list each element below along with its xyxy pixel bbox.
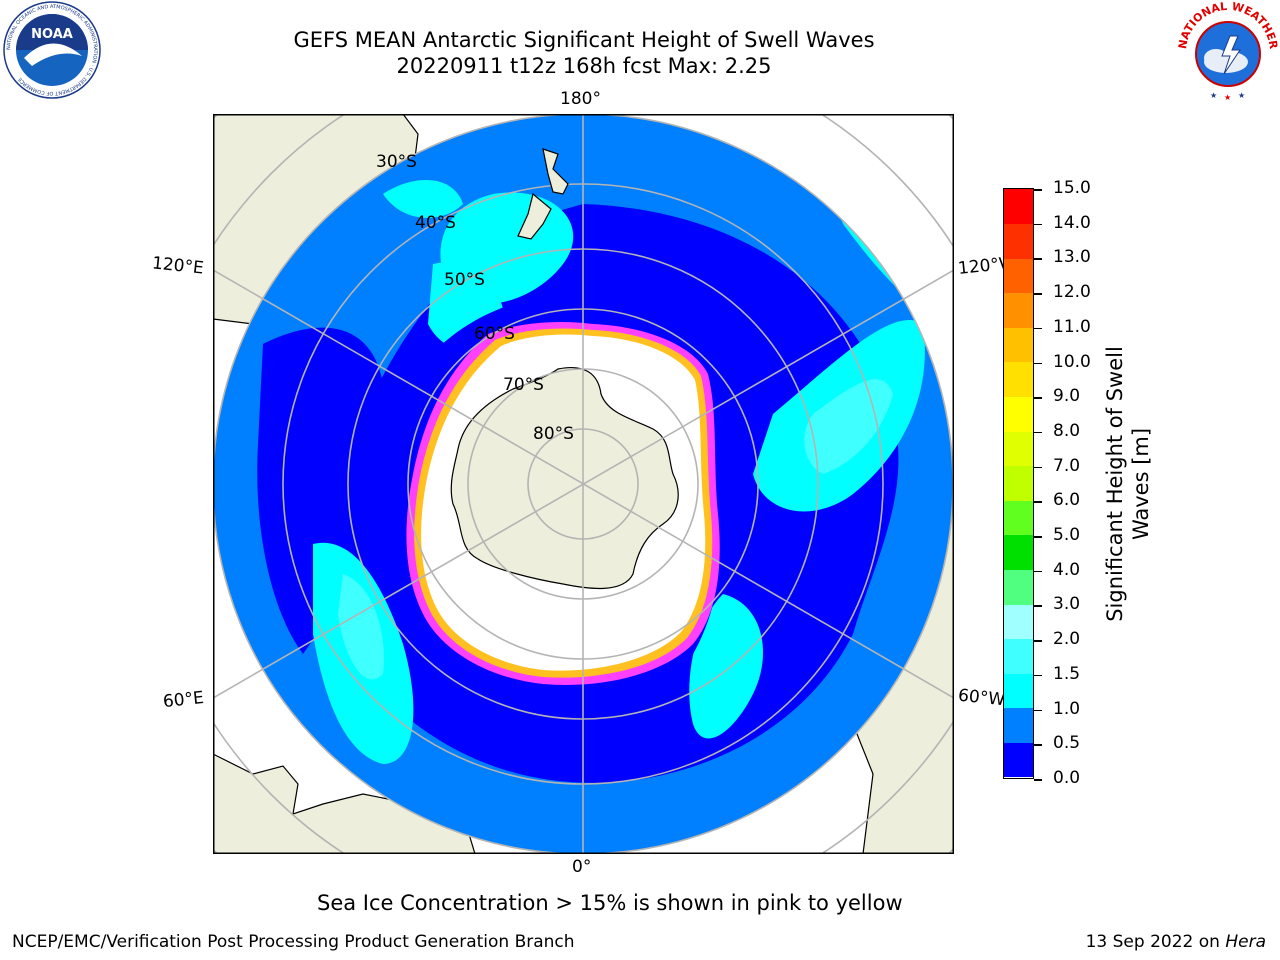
lon-label-60e: 60°E <box>162 687 205 713</box>
colorbar-segment <box>1004 189 1033 225</box>
colorbar-tick-mark <box>1034 536 1042 538</box>
colorbar-tick-label: 13.0 <box>1053 247 1091 268</box>
lon-label-120e: 120°E <box>151 253 205 279</box>
colorbar-segment <box>1004 327 1033 363</box>
footer-date: 13 Sep 2022 on Hera <box>1086 932 1266 952</box>
colorbar-tick-mark <box>1034 674 1042 677</box>
svg-text:★: ★ <box>1210 91 1217 100</box>
colorbar-segment <box>1004 534 1033 570</box>
colorbar-segment <box>1004 569 1033 605</box>
footer-branch: NCEP/EMC/Verification Post Processing Pr… <box>12 932 575 952</box>
lat-label-40s: 40°S <box>415 213 456 233</box>
colorbar-tick-mark <box>1034 431 1042 434</box>
colorbar-tick-mark <box>1034 501 1042 503</box>
colorbar-tick-label: 15.0 <box>1053 178 1091 198</box>
colorbar-segment <box>1004 638 1033 674</box>
colorbar-tick-mark <box>1034 189 1042 191</box>
land-africa <box>213 753 476 854</box>
colorbar-tick-label: 1.5 <box>1053 663 1081 684</box>
lon-label-180: 180° <box>560 89 601 109</box>
colorbar-tick-mark <box>1034 362 1042 365</box>
chart-title: GEFS MEAN Antarctic Significant Height o… <box>293 28 875 52</box>
colorbar-tick-mark <box>1034 397 1042 399</box>
colorbar-segment <box>1004 742 1033 778</box>
colorbar-tick-mark <box>1034 223 1042 226</box>
land-new-zealand <box>517 148 569 240</box>
colorbar-tick-mark <box>1034 779 1042 781</box>
lat-label-80s: 80°S <box>533 424 574 444</box>
colorbar-tick-label: 7.0 <box>1053 455 1081 476</box>
colorbar-tick-label: 0.0 <box>1053 768 1081 788</box>
colorbar-segment <box>1004 465 1033 501</box>
colorbar-tick-mark <box>1034 640 1042 642</box>
colorbar-tick-mark <box>1034 605 1042 607</box>
noaa-logo: NOAA NATIONAL OCEANIC AND ATMOSPHERIC AD… <box>3 1 101 99</box>
noaa-logo-text: NOAA <box>31 27 73 42</box>
svg-text:★: ★ <box>1238 91 1245 100</box>
footer-host: Hera <box>1225 932 1266 952</box>
footer-date-text: 13 Sep 2022 on <box>1085 932 1226 952</box>
colorbar-segment <box>1004 361 1033 398</box>
colorbar <box>1003 188 1034 779</box>
colorbar-tick-label: 12.0 <box>1053 282 1091 303</box>
colorbar-segment <box>1004 500 1033 536</box>
colorbar-segment <box>1004 707 1033 743</box>
colorbar-tick-label: 4.0 <box>1053 559 1081 580</box>
lon-label-0: 0° <box>572 857 592 877</box>
colorbar-label-line1: Significant Height of Swell <box>1103 346 1127 622</box>
colorbar-tick-mark <box>1034 570 1042 573</box>
colorbar-tick-label: 11.0 <box>1053 316 1091 337</box>
colorbar-label-line2: Waves [m] <box>1129 427 1153 541</box>
colorbar-tick-label: 5.0 <box>1053 525 1081 546</box>
polar-map <box>213 114 954 854</box>
colorbar-segment <box>1004 292 1033 328</box>
colorbar-tick-mark <box>1034 327 1042 330</box>
nws-logo: NATIONAL WEATHER SERVICE ★ ★ ★ <box>1176 0 1280 102</box>
colorbar-tick-mark <box>1034 744 1042 746</box>
colorbar-tick-label: 10.0 <box>1053 351 1091 372</box>
svg-text:★: ★ <box>1224 93 1231 102</box>
colorbar-tick-label: 8.0 <box>1053 420 1081 441</box>
colorbar-tick-label: 3.0 <box>1053 594 1081 615</box>
colorbar-tick-mark <box>1034 466 1042 469</box>
colorbar-tick-label: 1.0 <box>1053 698 1081 719</box>
lat-label-50s: 50°S <box>444 270 485 290</box>
colorbar-segment <box>1004 258 1033 294</box>
colorbar-tick-label: 14.0 <box>1053 212 1091 233</box>
colorbar-label: Significant Height of Swell Waves [m] <box>1102 346 1154 622</box>
colorbar-tick-label: 2.0 <box>1053 629 1081 650</box>
colorbar-segment <box>1004 223 1033 259</box>
colorbar-tick-mark <box>1034 709 1042 712</box>
colorbar-tick-mark <box>1034 258 1042 260</box>
colorbar-segment <box>1004 396 1033 432</box>
lat-label-70s: 70°S <box>503 375 544 395</box>
lat-label-30s: 30°S <box>376 152 417 172</box>
sea-ice-note: Sea Ice Concentration > 15% is shown in … <box>317 891 903 915</box>
swell-high-patch-se <box>689 594 763 739</box>
lat-label-60s: 60°S <box>474 324 515 344</box>
colorbar-tick-label: 9.0 <box>1053 386 1081 407</box>
colorbar-segment <box>1004 673 1033 709</box>
lon-label-60w: 60°W <box>957 685 1006 711</box>
colorbar-segment <box>1004 604 1033 640</box>
colorbar-tick-label: 0.5 <box>1053 733 1081 754</box>
colorbar-tick-label: 6.0 <box>1053 490 1081 511</box>
chart-subtitle: 20220911 t12z 168h fcst Max: 2.25 <box>396 54 772 78</box>
colorbar-tick-mark <box>1034 293 1042 295</box>
land-antarctica <box>450 367 679 589</box>
colorbar-segment <box>1004 431 1033 467</box>
